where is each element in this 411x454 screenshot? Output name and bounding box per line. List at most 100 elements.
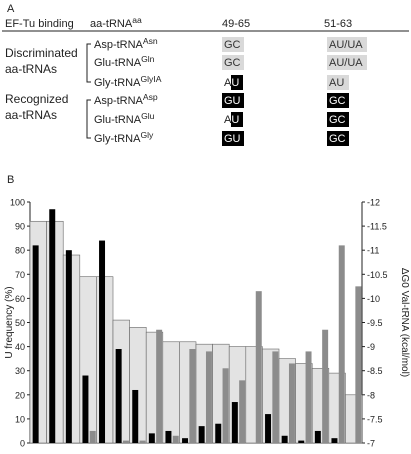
bar-black-F: [182, 438, 189, 443]
bar-grey-S: [239, 380, 246, 443]
y-tick-label-8: 80: [15, 246, 25, 256]
bar-grey-C: [122, 440, 129, 443]
pair-49-65-0-2: AU: [224, 77, 239, 89]
bar-black-T: [82, 375, 89, 443]
panel-a-header-49-65: 49-65: [222, 18, 250, 30]
y-tick-label-5: 50: [15, 318, 25, 328]
pair-49-65-1-1: AU: [224, 114, 239, 126]
y-tick-label-10: 100: [10, 198, 25, 208]
bar-grey-P: [172, 435, 179, 443]
bar-black-R: [215, 423, 222, 443]
bar-grey-Mi: [322, 329, 329, 443]
y-tick-label-2: 20: [15, 390, 25, 400]
group-label-1: Recognized: [5, 92, 68, 106]
group-label-1-line2: aa-tRNAs: [5, 108, 57, 122]
trna-name-1-2: Gly-tRNAGly: [94, 130, 154, 145]
y2-tick-label-1: -7.5: [367, 414, 383, 424]
bar-grey-R: [222, 368, 229, 443]
trna-name-0-2: Gly-tRNAGlyIA: [94, 74, 162, 89]
pair-51-63-0-0: AU/UA: [329, 39, 363, 51]
pair-49-65-1-2-box: [222, 131, 244, 146]
group-label-0-line2: aa-tRNAs: [5, 62, 57, 76]
bar-black-W: [298, 440, 305, 443]
pair-49-65-0-0-box: [222, 37, 244, 52]
bar-black-C: [115, 349, 122, 443]
y-tick-label-3: 30: [15, 366, 25, 376]
bar-grey-Y: [355, 286, 362, 443]
bar-grey-W: [305, 351, 312, 443]
bar-background-P: [162, 341, 180, 444]
bar-black-Q: [331, 438, 338, 443]
bar-black-I: [281, 435, 288, 443]
trna-name-0-1: Glu-tRNAGln: [94, 54, 155, 69]
y2-tick-label-7: -10.5: [367, 270, 388, 280]
pair-49-65-0-1-box: [222, 55, 244, 70]
panel-a-header-ef-tu: EF-Tu binding: [5, 18, 74, 30]
y2-tick-label-4: -9: [367, 342, 375, 352]
pair-49-65-1-0: GU: [224, 95, 241, 107]
y-tick-label-1: 10: [15, 414, 25, 424]
pair-49-65-1-2: GU: [224, 133, 241, 145]
y2-tick-label-8: -11: [367, 246, 379, 256]
panel-a-header-aatrna: aa-tRNAaa: [90, 15, 142, 30]
pair-49-65-0-2-box: [231, 75, 243, 90]
bar-grey-K: [205, 351, 212, 443]
pair-51-63-1-2: GC: [329, 133, 346, 145]
bar-grey-V: [272, 351, 279, 443]
y2-tick-label-5: -9.5: [367, 318, 383, 328]
bar-black-V: [265, 414, 272, 443]
group-bracket-0: [86, 43, 91, 83]
pair-51-63-1-1: GC: [329, 114, 346, 126]
y2-tick-label-6: -10: [367, 294, 380, 304]
bar-black-Mi: [314, 430, 321, 443]
bar-black-S: [231, 402, 238, 443]
panel-b-label: B: [7, 174, 14, 186]
bar-black-M: [148, 433, 155, 443]
group-bracket-1: [86, 99, 91, 139]
group-label-0: Discriminated: [5, 46, 78, 60]
pair-51-63-1-0: GC: [329, 95, 346, 107]
bar-grey-T: [89, 430, 96, 443]
bar-grey-I: [288, 363, 295, 443]
pair-49-65-1-1-box: [231, 112, 243, 127]
trna-name-1-0: Asp-tRNAAsp: [94, 92, 158, 107]
y2-tick-label-0: -7: [367, 439, 375, 449]
y2-axis-title: ΔG0 Val-tRNA (kcal/mol): [399, 268, 410, 377]
y2-tick-label-2: -8: [367, 390, 375, 400]
bar-grey-M: [156, 329, 163, 443]
bar-black-P: [165, 430, 172, 443]
y-tick-label-9: 90: [15, 222, 25, 232]
bar-black-A: [99, 240, 106, 443]
pair-51-63-1-2-box: [327, 131, 349, 146]
pair-49-65-1-0-box: [222, 93, 244, 108]
y-tick-label-4: 40: [15, 342, 25, 352]
bar-black-G: [65, 250, 72, 443]
bar-grey-Q: [338, 245, 345, 443]
bar-grey-F: [189, 349, 196, 443]
y2-tick-label-9: -11.5: [367, 222, 387, 232]
pair-51-63-0-2: AU: [329, 77, 344, 89]
y2-tick-label-3: -8.5: [367, 366, 383, 376]
pair-51-63-0-1-box: [327, 55, 367, 70]
pair-51-63-1-0-box: [327, 93, 349, 108]
y-tick-label-7: 70: [15, 270, 25, 280]
pair-51-63-0-2-box: [327, 75, 349, 90]
pair-49-65-0-0: GC: [224, 39, 241, 51]
bar-black-D: [49, 209, 56, 443]
pair-49-65-0-1: GC: [224, 57, 241, 69]
bar-grey-L: [139, 440, 146, 443]
y2-tick-label-10: -12: [367, 198, 380, 208]
y-axis-title: U frequency (%): [4, 286, 15, 358]
panel-a-label: A: [7, 3, 15, 15]
bar-black-E: [32, 245, 39, 443]
bar-grey-N: [255, 291, 262, 443]
y-tick-label-0: 0: [20, 439, 25, 449]
pair-51-63-0-0-box: [327, 37, 367, 52]
trna-name-0-0: Asp-tRNAAsn: [94, 36, 158, 51]
trna-name-1-1: Glu-tRNAGlu: [94, 111, 155, 126]
y-tick-label-6: 60: [15, 294, 25, 304]
pair-51-63-0-1: AU/UA: [329, 57, 363, 69]
bar-black-K: [198, 426, 205, 443]
